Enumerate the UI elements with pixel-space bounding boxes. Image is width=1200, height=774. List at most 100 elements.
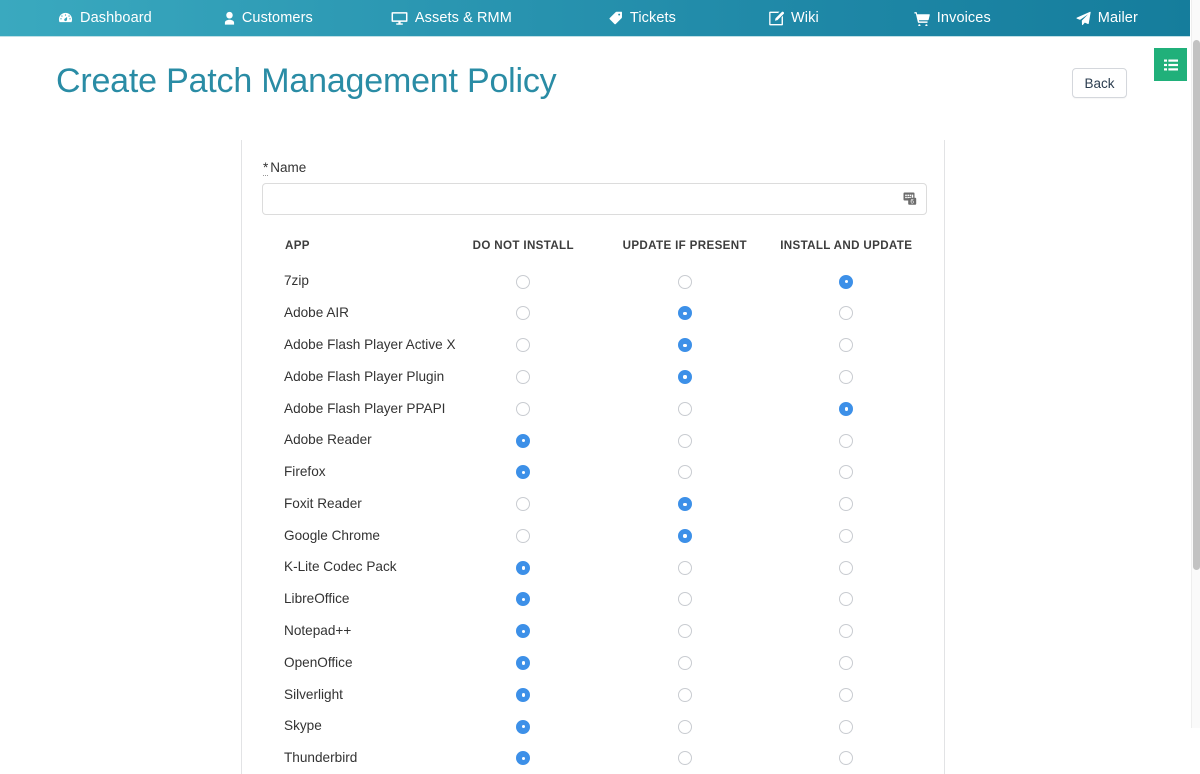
radio-cell xyxy=(604,456,765,488)
radio-cell xyxy=(604,742,765,774)
radio-cell xyxy=(443,329,604,361)
edit-square-icon xyxy=(769,11,785,26)
radio-install-and-update[interactable] xyxy=(839,306,854,321)
radio-install-and-update[interactable] xyxy=(839,401,854,416)
radio-install-and-update[interactable] xyxy=(839,274,854,289)
radio-install-and-update[interactable] xyxy=(839,592,854,607)
app-name-cell: LibreOffice xyxy=(284,591,350,607)
radio-install-and-update[interactable] xyxy=(839,719,854,734)
app-name-cell: Firefox xyxy=(284,464,326,480)
table-row: Adobe Flash Player PPAPI xyxy=(262,392,927,424)
radio-do-not-install[interactable] xyxy=(516,306,531,321)
radio-cell xyxy=(604,392,765,424)
radio-update-if-present[interactable] xyxy=(677,655,692,670)
policy-form-card: * Name 6 APP xyxy=(241,140,945,774)
radio-do-not-install[interactable] xyxy=(516,497,531,512)
radio-install-and-update[interactable] xyxy=(839,497,854,512)
column-header-do-not-install: DO NOT INSTALL xyxy=(472,239,574,252)
radio-update-if-present[interactable] xyxy=(677,369,692,384)
radio-cell xyxy=(604,487,765,519)
radio-install-and-update[interactable] xyxy=(839,433,854,448)
tag-icon xyxy=(609,11,623,26)
radio-cell xyxy=(443,487,604,519)
nav-item-mailer[interactable]: Mailer xyxy=(1074,0,1140,37)
radio-do-not-install[interactable] xyxy=(516,592,531,607)
radio-update-if-present[interactable] xyxy=(677,497,692,512)
radio-update-if-present[interactable] xyxy=(677,306,692,321)
table-row: OpenOffice xyxy=(262,646,927,678)
radio-install-and-update[interactable] xyxy=(839,528,854,543)
app-name-cell: Thunderbird xyxy=(284,750,358,766)
radio-install-and-update[interactable] xyxy=(839,369,854,384)
radio-do-not-install[interactable] xyxy=(516,655,531,670)
name-input[interactable] xyxy=(262,183,927,215)
radio-install-and-update[interactable] xyxy=(839,465,854,480)
radio-install-and-update[interactable] xyxy=(839,751,854,766)
table-row: Adobe Reader xyxy=(262,424,927,456)
table-body: 7zip Adobe AIR Adobe Flash Player Active X… xyxy=(262,265,927,774)
radio-cell xyxy=(766,487,928,519)
nav-item-label: Assets & RMM xyxy=(414,10,512,26)
required-marker: * xyxy=(263,160,269,176)
radio-cell xyxy=(443,360,604,392)
radio-cell xyxy=(766,551,928,583)
radio-do-not-install[interactable] xyxy=(516,528,531,543)
radio-do-not-install[interactable] xyxy=(516,719,531,734)
sidebar-toggle-button[interactable] xyxy=(1154,48,1187,81)
radio-do-not-install[interactable] xyxy=(516,338,531,353)
radio-do-not-install[interactable] xyxy=(516,624,531,639)
table-row: Silverlight xyxy=(262,678,927,710)
nav-item-tickets[interactable]: Tickets xyxy=(607,0,678,37)
radio-do-not-install[interactable] xyxy=(516,560,531,575)
radio-cell xyxy=(443,742,604,774)
radio-cell xyxy=(766,360,928,392)
radio-update-if-present[interactable] xyxy=(677,401,692,416)
radio-update-if-present[interactable] xyxy=(677,592,692,607)
radio-install-and-update[interactable] xyxy=(839,560,854,575)
radio-do-not-install[interactable] xyxy=(516,401,531,416)
nav-item-customers[interactable]: Customers xyxy=(222,0,315,37)
page-scrollbar-track[interactable] xyxy=(1191,0,1200,728)
page-scrollbar-thumb[interactable] xyxy=(1193,40,1200,570)
radio-install-and-update[interactable] xyxy=(839,338,854,353)
paper-plane-icon xyxy=(1076,11,1091,26)
nav-item-label: Invoices xyxy=(936,10,991,26)
radio-cell xyxy=(443,646,604,678)
radio-update-if-present[interactable] xyxy=(677,751,692,766)
radio-install-and-update[interactable] xyxy=(839,624,854,639)
radio-cell xyxy=(443,265,604,297)
radio-do-not-install[interactable] xyxy=(516,751,531,766)
shopping-cart-icon xyxy=(914,11,930,26)
app-name-cell: OpenOffice xyxy=(284,654,353,670)
radio-do-not-install[interactable] xyxy=(516,465,531,480)
radio-update-if-present[interactable] xyxy=(677,528,692,543)
radio-update-if-present[interactable] xyxy=(677,433,692,448)
radio-cell xyxy=(443,583,604,615)
radio-update-if-present[interactable] xyxy=(677,338,692,353)
nav-item-wiki[interactable]: Wiki xyxy=(767,0,821,37)
nav-item-invoices[interactable]: Invoices xyxy=(912,0,993,37)
radio-cell xyxy=(604,519,765,551)
radio-cell xyxy=(604,710,765,742)
radio-update-if-present[interactable] xyxy=(677,624,692,639)
radio-update-if-present[interactable] xyxy=(677,719,692,734)
radio-do-not-install[interactable] xyxy=(516,433,531,448)
radio-do-not-install[interactable] xyxy=(516,274,531,289)
radio-update-if-present[interactable] xyxy=(677,274,692,289)
radio-update-if-present[interactable] xyxy=(677,687,692,702)
table-header-row: APP DO NOT INSTALL UPDATE IF PRESENT INS… xyxy=(262,239,927,265)
back-button[interactable]: Back xyxy=(1072,68,1127,98)
nav-item-label: Tickets xyxy=(629,10,677,26)
nav-item-dashboard[interactable]: Dashboard xyxy=(56,0,154,37)
radio-do-not-install[interactable] xyxy=(516,687,531,702)
radio-update-if-present[interactable] xyxy=(677,465,692,480)
desktop-icon xyxy=(391,11,408,26)
radio-do-not-install[interactable] xyxy=(516,369,531,384)
app-name-cell: Google Chrome xyxy=(284,527,380,543)
radio-install-and-update[interactable] xyxy=(839,687,854,702)
nav-item-assets-rmm[interactable]: Assets & RMM xyxy=(389,0,514,37)
page-body: Create Patch Management Policy Back * Nam… xyxy=(0,38,1191,774)
list-icon xyxy=(1163,59,1178,70)
radio-update-if-present[interactable] xyxy=(677,560,692,575)
radio-install-and-update[interactable] xyxy=(839,655,854,670)
